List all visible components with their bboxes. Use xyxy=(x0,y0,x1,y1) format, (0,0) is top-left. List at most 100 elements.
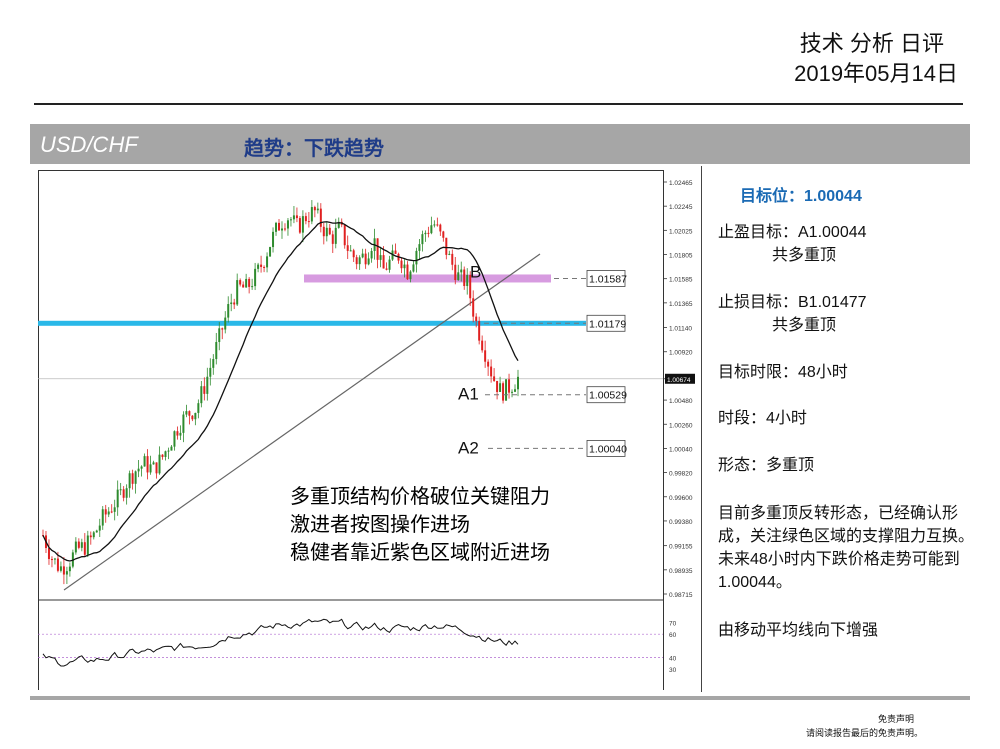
axis-tick-label: 0.99380 xyxy=(669,519,693,526)
candle-body xyxy=(122,489,125,498)
candle-body xyxy=(514,389,517,392)
report-date: 2019年05月14日 xyxy=(794,61,958,86)
level-label-box xyxy=(586,440,626,457)
candle-body xyxy=(313,207,316,211)
candle-body xyxy=(496,380,499,392)
candle-body xyxy=(173,431,176,447)
axis-tick-label: 0.98715 xyxy=(669,592,693,599)
candle-body xyxy=(355,257,358,265)
purple-resistance-zone xyxy=(304,274,551,283)
axis-tick-label: 1.02245 xyxy=(669,204,693,211)
cyan-resistance-line xyxy=(38,320,586,326)
candle-body xyxy=(310,207,313,222)
target-heading: 目标位：1.00044 xyxy=(740,182,862,206)
axis-tick-label: 1.01585 xyxy=(669,277,693,284)
candle-body xyxy=(322,226,325,237)
candle-body xyxy=(436,224,439,226)
candle-body xyxy=(191,415,194,420)
candle-body xyxy=(137,468,140,472)
candle-body xyxy=(263,266,266,268)
candle-body xyxy=(116,489,119,508)
candle-body xyxy=(176,431,179,436)
moving-average-line xyxy=(42,221,519,562)
candle-body xyxy=(170,446,173,451)
title-band: USD/CHF 趋势：下跌趋势 xyxy=(30,124,970,164)
candle-body xyxy=(502,383,505,401)
candle-body xyxy=(463,269,466,287)
candle-body xyxy=(74,541,77,553)
candle-body xyxy=(451,253,454,265)
candle-body xyxy=(478,321,481,341)
candle-body xyxy=(493,376,496,381)
candle-body xyxy=(418,244,421,251)
candle-body xyxy=(101,509,104,526)
candle-body xyxy=(266,256,269,268)
candle-body xyxy=(278,222,281,231)
candle-body xyxy=(301,216,304,233)
candle-body xyxy=(388,259,391,270)
axis-tick-label: 1.00920 xyxy=(669,350,693,357)
candle-body xyxy=(346,245,349,251)
candle-body xyxy=(206,376,209,394)
candle-body xyxy=(415,250,418,265)
candle-body xyxy=(382,255,385,269)
candle-body xyxy=(167,450,170,452)
current-price-label: 1.00674 xyxy=(667,377,691,384)
candle-body xyxy=(358,257,361,265)
chart-svg: 1.01587 B 1.01179 1.00529 A1 1.00040 A2 1.0246… xyxy=(38,170,695,691)
oscillator-axis-label: 70 xyxy=(669,621,677,628)
candle-body xyxy=(89,535,92,538)
level-marker: A1 xyxy=(458,385,479,404)
candle-body xyxy=(427,232,430,234)
candle-body xyxy=(364,253,367,265)
candle-body xyxy=(110,511,113,513)
candle-body xyxy=(155,462,158,474)
candle-body xyxy=(445,237,448,255)
period: 时段：4小时 xyxy=(718,410,807,427)
candle-body xyxy=(182,414,185,433)
analysis-text: 目前多重顶反转形态，已经确认形成，关注绿色区域的支撑阻力互换。未来48小时内下跌… xyxy=(718,505,975,591)
axis-tick-label: 1.01140 xyxy=(669,326,692,333)
oscillator-axis-label: 30 xyxy=(669,667,677,674)
candle-body xyxy=(125,488,128,498)
candle-body xyxy=(239,280,242,285)
candle-body xyxy=(286,220,289,229)
level-label: 1.01179 xyxy=(589,318,626,330)
candle-body xyxy=(92,532,95,538)
candle-body xyxy=(466,274,469,287)
candle-body xyxy=(140,466,143,469)
axis-tick-label: 0.99820 xyxy=(669,471,693,478)
candle-body xyxy=(439,224,442,232)
target-value: 1.00044 xyxy=(804,188,862,205)
candle-body xyxy=(161,454,164,457)
axis-tick-label: 1.00480 xyxy=(669,398,693,405)
candle-body xyxy=(128,473,131,489)
candle-body xyxy=(53,558,56,560)
candle-body xyxy=(134,471,137,484)
candle-body xyxy=(403,264,406,269)
candle-body xyxy=(158,454,161,474)
candle-body xyxy=(59,566,62,571)
annotation-line-3: 稳健者靠近紫色区域附近进场 xyxy=(290,541,550,564)
candle-body xyxy=(487,361,490,367)
candle-body xyxy=(481,340,484,351)
candle-body xyxy=(400,260,403,269)
axis-tick-label: 0.99600 xyxy=(669,495,693,502)
candle-body xyxy=(104,509,107,515)
candle-body xyxy=(406,264,409,280)
candle-body xyxy=(325,227,328,237)
candle-body xyxy=(221,328,224,330)
candle-body xyxy=(334,227,337,244)
candle-body xyxy=(328,227,331,235)
candle-body xyxy=(68,566,71,572)
candle-body xyxy=(385,268,388,270)
level-marker: B xyxy=(470,262,481,281)
candle-body xyxy=(47,548,50,560)
candle-body xyxy=(295,215,298,219)
time-limit: 目标时限：48小时 xyxy=(718,364,848,381)
candle-body xyxy=(188,411,191,416)
candle-body xyxy=(236,280,239,305)
axis-tick-label: 1.00040 xyxy=(669,446,693,453)
level-label-box xyxy=(586,314,626,332)
candle-body xyxy=(505,379,508,401)
